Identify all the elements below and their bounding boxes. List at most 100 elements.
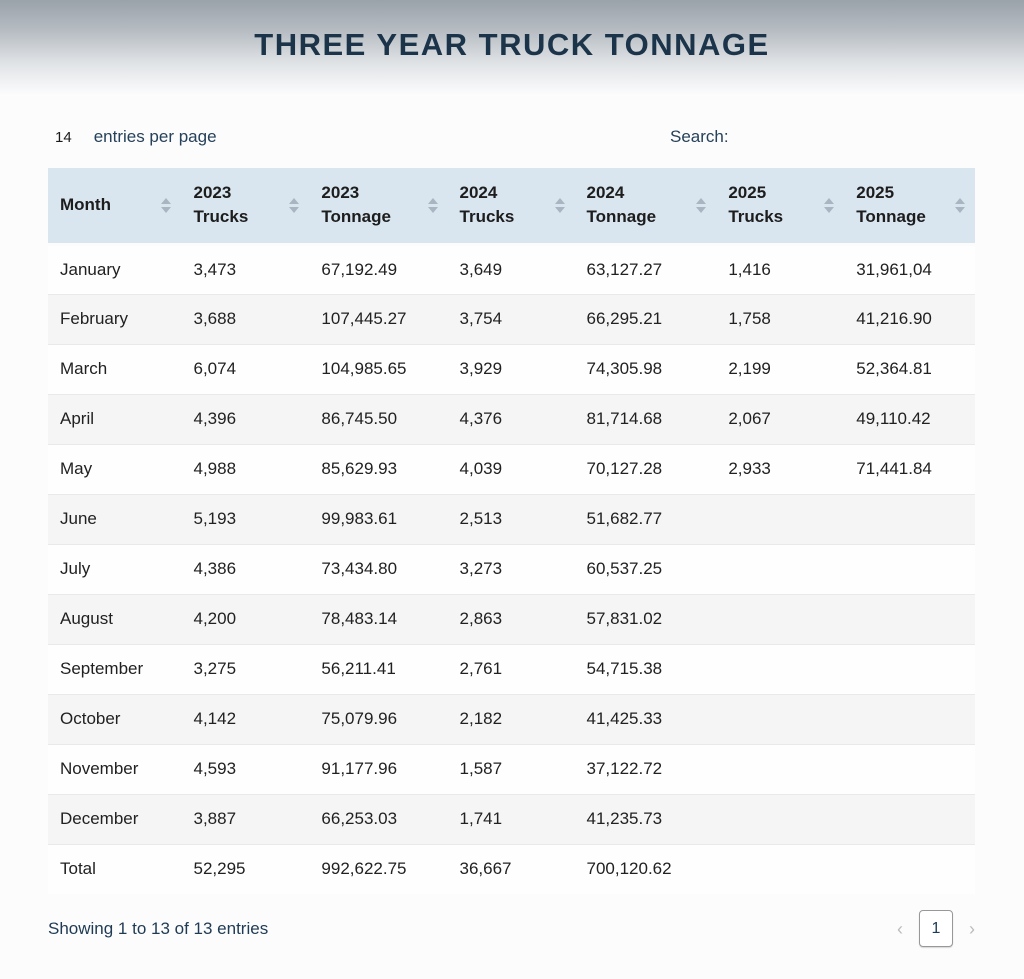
column-header-label: Month xyxy=(60,195,111,215)
pagination: ‹ 1 › xyxy=(897,910,975,947)
table-row: September 3,275 56,211.41 2,761 54,715.38 xyxy=(48,643,975,694)
cell-value xyxy=(716,643,845,694)
cell-value xyxy=(716,693,845,744)
cell-value: 2,761 xyxy=(447,643,575,694)
sort-icon xyxy=(289,197,300,213)
entries-per-page-select[interactable]: 14 xyxy=(55,128,72,146)
cell-value: 74,305.98 xyxy=(574,343,717,394)
sort-icon xyxy=(427,197,438,213)
cell-value: 3,887 xyxy=(181,793,310,844)
search-control: Search: xyxy=(670,124,975,150)
cell-value: 2,182 xyxy=(447,693,575,744)
next-page-icon[interactable]: › xyxy=(969,918,975,939)
cell-value: 4,142 xyxy=(181,693,310,744)
search-input[interactable] xyxy=(738,124,975,150)
sort-icon xyxy=(955,197,965,213)
cell-value: 4,039 xyxy=(447,443,575,494)
cell-value: 41,216.90 xyxy=(844,293,975,344)
column-header-tonnage-2024[interactable]: 2024 Tonnage xyxy=(574,168,717,246)
table-row: March 6,074 104,985.65 3,929 74,305.98 2,199 5… xyxy=(48,343,975,394)
cell-value: 70,127.28 xyxy=(574,443,717,494)
cell-value: 81,714.68 xyxy=(574,393,717,444)
current-page-button[interactable]: 1 xyxy=(919,910,953,947)
cell-value: 6,074 xyxy=(181,343,310,394)
column-header-label: 2024 Tonnage xyxy=(586,183,657,227)
table-body: January 3,473 67,192.49 3,649 63,127.27 1,416… xyxy=(48,244,975,894)
cell-value: 700,120.62 xyxy=(574,843,717,894)
column-header-trucks-2025[interactable]: 2025 Trucks xyxy=(716,168,845,246)
cell-value: 4,386 xyxy=(181,543,310,594)
column-header-label: 2023 Trucks xyxy=(193,183,249,227)
cell-value: 41,425.33 xyxy=(574,693,717,744)
column-header-trucks-2024[interactable]: 2024 Trucks xyxy=(447,168,575,246)
cell-value: 66,295.21 xyxy=(574,293,717,344)
showing-entries-text: Showing 1 to 13 of 13 entries xyxy=(48,918,269,938)
column-header-tonnage-2023[interactable]: 2023 Tonnage xyxy=(309,168,448,246)
cell-value xyxy=(716,493,845,544)
cell-month: August xyxy=(48,593,182,644)
cell-month: October xyxy=(48,693,182,744)
cell-value: 5,193 xyxy=(181,493,310,544)
cell-value: 85,629.93 xyxy=(309,443,448,494)
table-row: November 4,593 91,177.96 1,587 37,122.72 xyxy=(48,743,975,794)
cell-month: March xyxy=(48,343,182,394)
tonnage-table: Month 2023 Trucks 2023 Tonnage 2024 Trucks 2024… xyxy=(48,168,975,894)
table-row: December 3,887 66,253.03 1,741 41,235.73 xyxy=(48,793,975,844)
cell-value: 4,988 xyxy=(181,443,310,494)
table-row: August 4,200 78,483.14 2,863 57,831.02 xyxy=(48,593,975,644)
cell-value: 1,416 xyxy=(716,244,845,294)
cell-month: February xyxy=(48,293,182,344)
cell-value: 2,863 xyxy=(447,593,575,644)
cell-value: 73,434.80 xyxy=(309,543,448,594)
cell-value: 57,831.02 xyxy=(574,593,717,644)
cell-month: July xyxy=(48,543,182,594)
cell-value: 37,122.72 xyxy=(574,743,717,794)
table-row: July 4,386 73,434.80 3,273 60,537.25 xyxy=(48,543,975,594)
cell-value: 56,211.41 xyxy=(309,643,448,694)
cell-value: 66,253.03 xyxy=(309,793,448,844)
cell-value: 71,441.84 xyxy=(844,443,975,494)
page-title: THREE YEAR TRUCK TONNAGE xyxy=(254,27,770,62)
table-row: June 5,193 99,983.61 2,513 51,682.77 xyxy=(48,493,975,544)
cell-month: January xyxy=(48,244,182,294)
table-header-row: Month 2023 Trucks 2023 Tonnage 2024 Trucks 2024… xyxy=(48,168,975,246)
cell-value: 2,067 xyxy=(716,393,845,444)
entries-per-page-control: 14 entries per page xyxy=(48,127,217,148)
cell-value xyxy=(844,643,975,694)
column-header-label: 2023 Tonnage xyxy=(321,183,391,227)
table-row: May 4,988 85,629.93 4,039 70,127.28 2,933 71,4… xyxy=(48,443,975,494)
sort-icon xyxy=(161,197,172,213)
cell-value: 49,110.42 xyxy=(844,393,975,444)
cell-value: 91,177.96 xyxy=(309,743,448,794)
cell-value xyxy=(716,843,845,894)
cell-month: November xyxy=(48,743,182,794)
cell-value: 1,758 xyxy=(716,293,845,344)
cell-value: 2,933 xyxy=(716,443,845,494)
cell-value: 99,983.61 xyxy=(309,493,448,544)
cell-value: 4,376 xyxy=(447,393,575,444)
cell-value: 3,929 xyxy=(447,343,575,394)
column-header-tonnage-2025[interactable]: 2025 Tonnage xyxy=(844,168,975,246)
cell-value xyxy=(844,743,975,794)
cell-value: 4,200 xyxy=(181,593,310,644)
table-row: April 4,396 86,745.50 4,376 81,714.68 2,067 49… xyxy=(48,393,975,444)
cell-month: June xyxy=(48,493,182,544)
cell-value: 3,688 xyxy=(181,293,310,344)
cell-value: 1,587 xyxy=(447,743,575,794)
cell-value: 3,473 xyxy=(181,244,310,294)
table-row: October 4,142 75,079.96 2,182 41,425.33 xyxy=(48,693,975,744)
cell-value xyxy=(716,593,845,644)
column-header-trucks-2023[interactable]: 2023 Trucks xyxy=(181,168,310,246)
sort-icon xyxy=(554,197,565,213)
search-label: Search: xyxy=(670,127,729,146)
cell-value: 60,537.25 xyxy=(574,543,717,594)
cell-value: 51,682.77 xyxy=(574,493,717,544)
cell-value: 86,745.50 xyxy=(309,393,448,444)
cell-value: 63,127.27 xyxy=(574,244,717,294)
cell-value: 54,715.38 xyxy=(574,643,717,694)
cell-value: 52,364.81 xyxy=(844,343,975,394)
previous-page-icon[interactable]: ‹ xyxy=(897,918,903,939)
cell-month: April xyxy=(48,393,182,444)
cell-value: 41,235.73 xyxy=(574,793,717,844)
column-header-month[interactable]: Month xyxy=(48,168,182,246)
